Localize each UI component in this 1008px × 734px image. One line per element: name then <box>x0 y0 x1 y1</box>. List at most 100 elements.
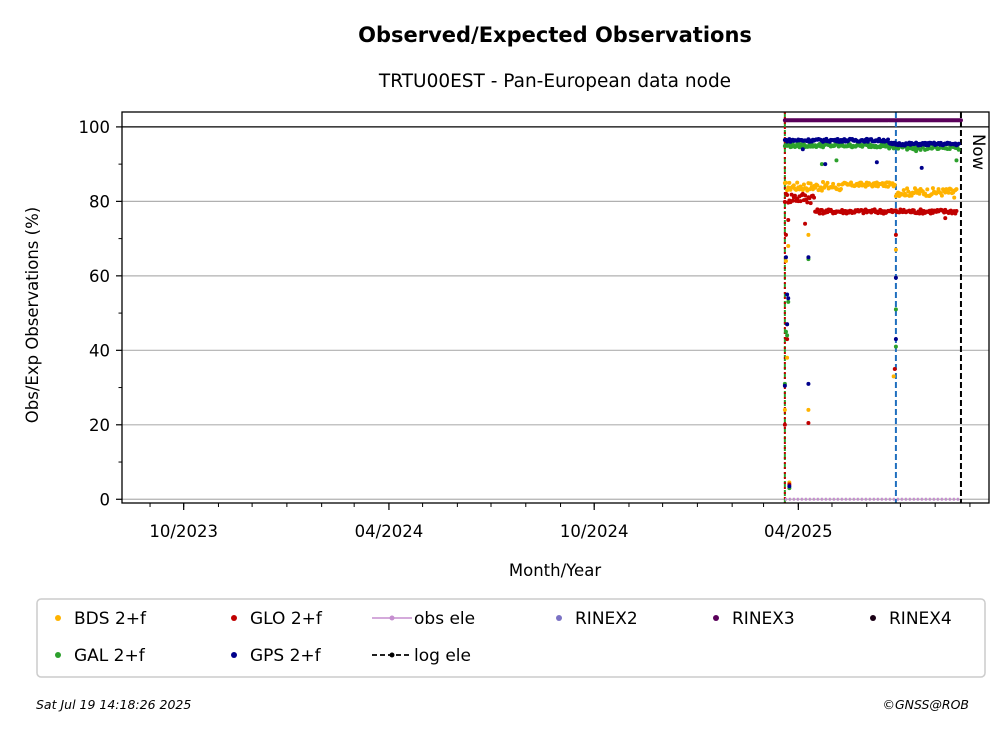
legend-swatch <box>713 615 719 621</box>
y-tick-label: 40 <box>89 341 110 360</box>
data-point <box>789 192 794 197</box>
legend: BDS 2+f GLO 2+f obs ele RINEX2 RINEX3 RINEX4 G… <box>55 609 952 666</box>
data-point <box>790 198 795 203</box>
y-tick-label: 60 <box>89 267 110 286</box>
data-point <box>819 188 824 193</box>
data-point <box>806 232 811 237</box>
data-point <box>782 407 787 412</box>
data-points <box>782 118 963 501</box>
data-point <box>919 165 924 170</box>
legend-label: GLO 2+f <box>250 609 323 629</box>
data-point <box>902 191 907 196</box>
legend-label: GAL 2+f <box>74 646 146 666</box>
legend-swatch <box>870 615 876 621</box>
data-point <box>823 162 828 167</box>
data-point <box>956 147 961 152</box>
legend-item: GLO 2+f <box>231 609 323 629</box>
footer-timestamp: Sat Jul 19 14:18:26 2025 <box>36 697 191 712</box>
footer-copyright: ©GNSS@ROB <box>882 697 969 712</box>
data-point <box>808 201 813 206</box>
data-point <box>782 422 787 427</box>
data-point <box>946 190 951 195</box>
data-point <box>954 208 959 213</box>
vertical-markers <box>783 112 962 503</box>
data-point <box>874 160 879 165</box>
legend-swatch <box>556 615 562 621</box>
legend-swatch-dot <box>389 652 395 658</box>
data-point <box>831 181 836 186</box>
legend-label: GPS 2+f <box>250 646 322 666</box>
data-point <box>911 191 916 196</box>
data-point <box>939 193 944 198</box>
plot-frame <box>121 111 990 504</box>
x-tick-label: 10/2023 <box>149 522 218 541</box>
data-point <box>785 193 790 198</box>
legend-swatch <box>55 652 61 658</box>
y-tick-label: 80 <box>89 192 110 211</box>
legend-swatch <box>231 615 237 621</box>
grid-lines <box>122 126 989 500</box>
data-point <box>905 186 910 191</box>
data-point <box>886 137 891 142</box>
data-point <box>892 182 897 187</box>
data-point <box>803 221 808 226</box>
data-point <box>808 181 813 186</box>
legend-box <box>36 598 986 678</box>
y-tick-label: 20 <box>89 416 110 435</box>
data-point <box>806 255 811 260</box>
data-point <box>800 147 805 152</box>
data-point <box>792 193 797 198</box>
data-point <box>803 193 808 198</box>
data-point <box>958 118 963 123</box>
data-point <box>917 211 922 216</box>
data-point <box>783 255 788 260</box>
data-point <box>956 141 961 146</box>
data-point <box>838 186 843 191</box>
data-point <box>936 187 941 192</box>
series-bds-2-f <box>782 180 959 485</box>
data-point <box>795 180 800 185</box>
data-point <box>954 158 959 163</box>
x-tick-label: 04/2024 <box>355 522 424 541</box>
data-point <box>893 232 898 237</box>
y-axis-label: Obs/Exp Observations (%) <box>23 207 42 423</box>
data-point <box>952 195 957 200</box>
data-point <box>786 296 791 301</box>
data-point <box>785 292 790 297</box>
legend-swatch <box>231 652 237 658</box>
legend-item: RINEX4 <box>870 609 952 629</box>
data-point <box>798 199 803 204</box>
data-point <box>836 182 841 187</box>
data-point <box>948 187 953 192</box>
data-point <box>782 383 787 388</box>
data-point <box>893 337 898 342</box>
x-tick-label: 10/2024 <box>560 522 629 541</box>
data-point <box>786 244 791 249</box>
data-point <box>787 180 792 185</box>
data-point <box>801 182 806 187</box>
now-label: Now <box>969 134 988 170</box>
data-point <box>782 199 787 204</box>
legend-label: RINEX2 <box>575 609 638 629</box>
data-point <box>893 247 898 252</box>
legend-label: log ele <box>414 646 471 666</box>
legend-swatch-dot <box>389 615 395 621</box>
legend-swatch <box>55 615 61 621</box>
legend-item: GPS 2+f <box>231 646 322 666</box>
data-point <box>917 191 922 196</box>
data-point <box>817 211 822 216</box>
legend-item: RINEX3 <box>713 609 795 629</box>
data-point <box>786 217 791 222</box>
series-gps-2-f <box>782 136 961 489</box>
data-point <box>893 344 898 349</box>
legend-item: log ele <box>372 646 471 666</box>
data-point <box>892 366 897 371</box>
x-axis-label: Month/Year <box>509 561 601 580</box>
data-point <box>806 420 811 425</box>
chart-title: Observed/Expected Observations <box>358 23 752 47</box>
legend-label: BDS 2+f <box>74 609 147 629</box>
data-point <box>821 180 826 185</box>
data-point <box>901 188 906 193</box>
data-point <box>791 183 796 188</box>
